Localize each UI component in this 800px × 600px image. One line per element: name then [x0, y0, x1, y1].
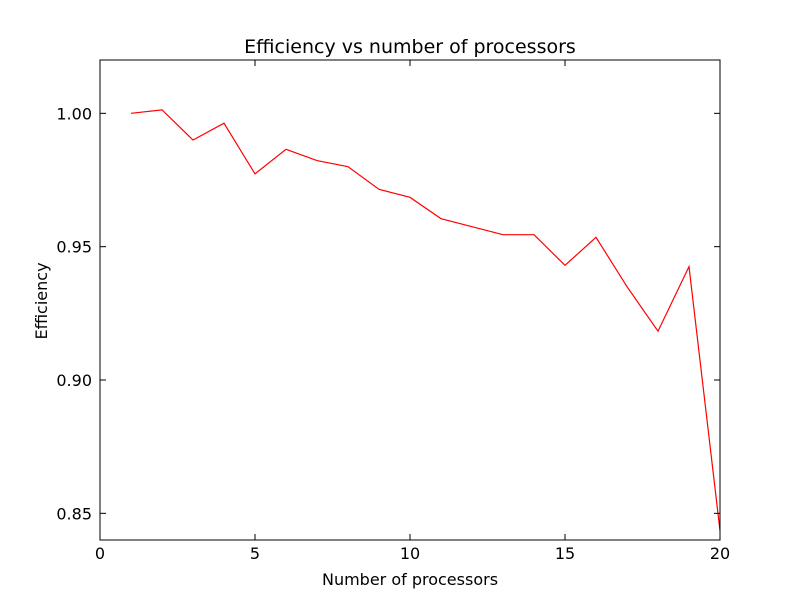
y-tick-label: 1.00: [56, 104, 92, 123]
x-tick-label: 10: [400, 544, 420, 563]
x-tick-label: 20: [710, 544, 730, 563]
y-tick-label: 0.85: [56, 504, 92, 523]
chart-title: Efficiency vs number of processors: [244, 36, 576, 58]
plot-area: 0 5 10 15 20 0.85 0.90 0.95 1.00: [56, 59, 730, 563]
x-tick-label: 5: [250, 544, 260, 563]
y-tick-label: 0.90: [56, 371, 92, 390]
x-tick-label: 0: [95, 544, 105, 563]
y-tick-label: 0.95: [56, 238, 92, 257]
y-axis-label: Efficiency: [32, 262, 51, 339]
series-line-0: [130, 109, 720, 531]
x-tick-label: 15: [555, 544, 575, 563]
x-axis-label: Number of processors: [322, 570, 498, 589]
